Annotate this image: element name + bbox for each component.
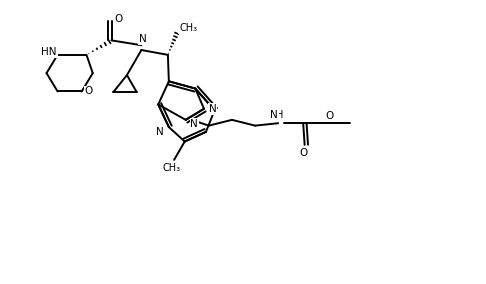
- Text: CH₃: CH₃: [179, 23, 197, 33]
- Text: H: H: [276, 110, 283, 120]
- Text: N: N: [139, 34, 147, 44]
- Text: N: N: [191, 119, 198, 129]
- Text: N: N: [156, 127, 164, 137]
- Text: N: N: [270, 110, 278, 120]
- Text: O: O: [85, 86, 93, 97]
- Text: CH₃: CH₃: [163, 164, 181, 174]
- Text: O: O: [326, 111, 334, 121]
- Text: O: O: [115, 14, 123, 24]
- Text: N: N: [209, 104, 217, 114]
- Text: HN: HN: [41, 47, 57, 57]
- Text: O: O: [299, 148, 307, 158]
